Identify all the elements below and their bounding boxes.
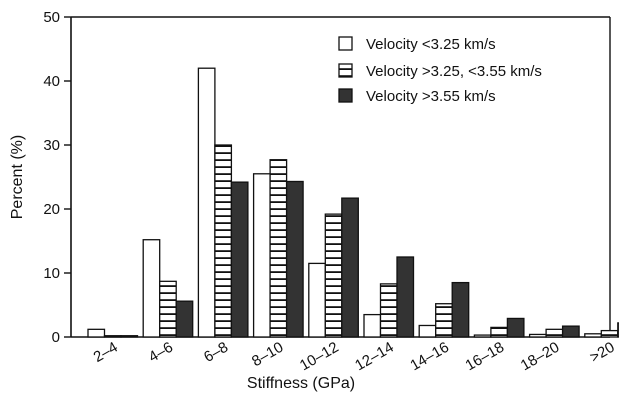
y-tick-label: 20 [43,201,60,218]
x-tick-label: 4–6 [146,339,176,366]
legend: Velocity <3.25 km/s Velocity >3.25, <3.5… [338,36,542,105]
x-tick-labels: 2–4 4–6 6–8 8–10 10–12 12–14 14–16 16–18 18–20 >2… [91,339,618,375]
bar-white [473,334,492,338]
bar-striped [159,280,177,338]
bar-white [197,67,216,338]
bar-striped [435,303,453,338]
y-tick-label: 0 [52,329,60,346]
y-tick-label: 40 [43,73,60,90]
bar-white [87,328,106,338]
bar-dark [341,197,359,338]
y-tick-label: 10 [43,265,60,282]
bar-white [363,313,382,338]
y-tick-label: 50 [43,9,60,26]
bar-dark [396,256,415,338]
bar-striped [324,213,343,338]
bar-dark [451,281,470,338]
x-tick-label: >20 [587,339,618,366]
x-tick-label: 18–20 [518,339,563,375]
bar-dark [120,335,139,338]
x-tick-label: 6–8 [201,339,231,366]
x-tick-label: 16–18 [463,339,508,375]
bar-striped [490,326,509,338]
bar-white [584,333,602,338]
x-tick-label: 14–16 [407,339,452,375]
bar-white [252,173,271,338]
bar-striped [600,329,619,338]
bar-dark [285,180,304,338]
legend-label: Velocity <3.25 km/s [366,36,496,53]
bars [87,67,619,338]
bar-dark [230,181,249,338]
bar-dark [506,317,525,338]
bar-white [528,333,547,338]
legend-swatch-dark [338,88,353,103]
x-tick-label: 10–12 [297,339,342,375]
legend-label: Velocity >3.55 km/s [366,88,496,105]
bar-dark [175,300,194,338]
legend-swatch-striped [338,63,353,78]
bar-dark [617,322,619,338]
bar-dark [561,325,580,338]
bar-striped [103,335,122,338]
bar-striped [214,144,233,338]
x-tick-label: 12–14 [352,339,397,375]
legend-label: Velocity >3.25, <3.55 km/s [366,63,542,80]
x-axis-title: Stiffness (GPa) [247,375,355,392]
bar-white [142,239,161,338]
bar-striped [545,328,564,338]
legend-swatch-white [338,36,353,51]
bar-white [308,262,326,338]
y-tick-label: 30 [43,137,60,154]
bar-white [418,324,437,338]
x-tick-label: 2–4 [91,339,121,366]
bar-striped [269,159,288,338]
y-ticks: 0 10 20 30 40 50 [43,9,71,346]
bar-striped [379,283,398,338]
y-axis-title: Percent (%) [9,135,26,219]
x-tick-label: 8–10 [249,339,286,370]
